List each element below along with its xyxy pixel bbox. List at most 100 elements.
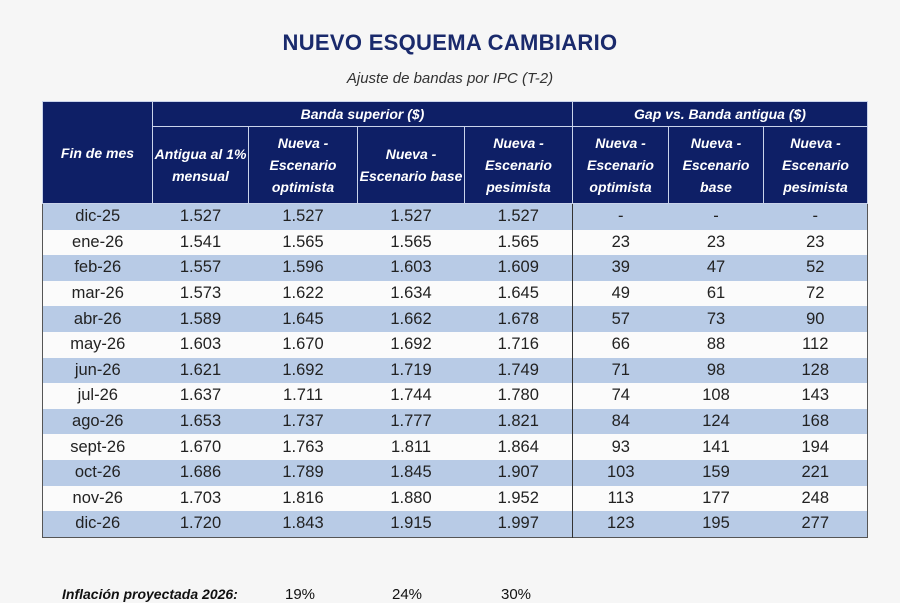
cell-month: sept-26 (42, 434, 153, 460)
cell-month: mar-26 (42, 280, 153, 307)
cell-value: 168 (763, 408, 868, 435)
cell-value: 1.749 (464, 357, 573, 384)
cell-value: 39 (572, 255, 669, 281)
cell-value: 1.603 (152, 331, 249, 358)
group-header-gap: Gap vs. Banda antigua ($) (572, 101, 869, 127)
cell-value: 112 (763, 331, 868, 358)
cell-value: 123 (572, 511, 669, 538)
cell-value: 1.565 (357, 229, 465, 256)
table-row: sept-26 1.670 1.763 1.811 1.864 93 141 194 (42, 434, 868, 460)
cell-value: 88 (668, 331, 764, 358)
footer-value-optimista: 19% (284, 586, 316, 603)
table-row: abr-26 1.589 1.645 1.662 1.678 57 73 90 (42, 306, 868, 332)
cell-value: 221 (763, 459, 868, 486)
cell-value: 1.565 (248, 229, 358, 256)
cell-value: 98 (668, 357, 764, 384)
cell-month: oct-26 (42, 459, 153, 486)
cell-value: 159 (668, 459, 764, 486)
table-row: ago-26 1.653 1.737 1.777 1.821 84 124 168 (42, 408, 868, 435)
table-row: may-26 1.603 1.670 1.692 1.716 66 88 112 (42, 331, 868, 358)
cell-value: 1.703 (152, 485, 249, 512)
cell-value: 1.609 (464, 255, 573, 281)
cell-value: 124 (668, 408, 764, 435)
cell-value: - (572, 203, 669, 230)
cell-value: 141 (668, 434, 764, 460)
table-row: dic-26 1.720 1.843 1.915 1.997 123 195 277 (42, 511, 868, 538)
cell-value: 1.573 (152, 280, 249, 307)
cell-value: 108 (668, 383, 764, 409)
cell-value: 1.845 (357, 459, 465, 486)
cell-value: 1.527 (152, 203, 249, 230)
cell-value: 23 (668, 229, 764, 256)
footer-value-base: 24% (391, 586, 423, 603)
cell-value: 1.816 (248, 485, 358, 512)
cell-value: 1.763 (248, 434, 358, 460)
col-header-gap-optimista: Nueva - Escenario optimista (572, 126, 670, 204)
header-month: Fin de mes (42, 101, 153, 204)
col-header-gap-pesimista: Nueva - Escenario pesimista (763, 126, 869, 204)
cell-value: 1.557 (152, 255, 249, 281)
cell-value: 1.527 (248, 203, 358, 230)
cell-value: 1.645 (464, 280, 573, 307)
cell-value: 1.720 (152, 511, 249, 538)
cell-value: 93 (572, 434, 669, 460)
cell-value: 1.565 (464, 229, 573, 256)
cell-month: jun-26 (42, 357, 153, 384)
cell-value: 1.744 (357, 383, 465, 409)
cell-value: 177 (668, 485, 764, 512)
cell-value: 1.737 (248, 408, 358, 435)
col-header-pesimista: Nueva - Escenario pesimista (463, 126, 574, 204)
cell-value: 1.789 (248, 459, 358, 486)
group-header-banda-superior: Banda superior ($) (151, 101, 574, 127)
cell-value: 1.686 (152, 459, 249, 486)
cell-value: 1.780 (464, 383, 573, 409)
cell-value: 194 (763, 434, 868, 460)
cell-value: 195 (668, 511, 764, 538)
table-row: jul-26 1.637 1.711 1.744 1.780 74 108 143 (42, 383, 868, 409)
cell-value: 61 (668, 280, 764, 307)
cell-value: 277 (763, 511, 868, 538)
cell-month: dic-26 (42, 511, 153, 538)
cell-month: may-26 (42, 331, 153, 358)
cell-value: 23 (572, 229, 669, 256)
cell-value: 1.621 (152, 357, 249, 384)
cell-value: 1.821 (464, 408, 573, 435)
cell-value: 1.716 (464, 331, 573, 358)
cell-value: 52 (763, 255, 868, 281)
cell-value: 1.880 (357, 485, 465, 512)
cell-value: 1.662 (357, 306, 465, 332)
cell-value: 1.527 (464, 203, 573, 230)
cell-value: 1.678 (464, 306, 573, 332)
table-row: ene-26 1.541 1.565 1.565 1.565 23 23 23 (42, 229, 868, 256)
cell-value: - (763, 203, 868, 230)
table-row: mar-26 1.573 1.622 1.634 1.645 49 61 72 (42, 280, 868, 307)
col-header-antigua: Antigua al 1% mensual (152, 126, 249, 204)
table-row: nov-26 1.703 1.816 1.880 1.952 113 177 248 (42, 485, 868, 512)
cell-value: 248 (763, 485, 868, 512)
cell-value: 1.692 (357, 331, 465, 358)
cell-value: 73 (668, 306, 764, 332)
footer-label: Inflación proyectada 2026: (62, 586, 238, 602)
cell-value: 1.670 (248, 331, 358, 358)
page-title: NUEVO ESQUEMA CAMBIARIO (282, 30, 618, 55)
cell-value: 1.843 (248, 511, 358, 538)
cell-value: 1.637 (152, 383, 249, 409)
col-header-gap-base: Nueva - Escenario base (668, 126, 765, 204)
cell-month: abr-26 (42, 306, 153, 332)
cell-value: 1.907 (464, 459, 573, 486)
cell-value: 84 (572, 408, 669, 435)
col-header-base: Nueva - Escenario base (357, 126, 465, 204)
cell-value: 128 (763, 357, 868, 384)
exchange-band-table: Fin de mes Banda superior ($) Gap vs. Ba… (42, 101, 869, 538)
cell-value: 1.527 (357, 203, 465, 230)
cell-month: dic-25 (42, 203, 153, 230)
table-row: oct-26 1.686 1.789 1.845 1.907 103 159 221 (42, 459, 868, 486)
cell-value: 1.622 (248, 280, 358, 307)
cell-value: 143 (763, 383, 868, 409)
cell-value: 90 (763, 306, 868, 332)
cell-value: 66 (572, 331, 669, 358)
cell-month: nov-26 (42, 485, 153, 512)
table-row: feb-26 1.557 1.596 1.603 1.609 39 47 52 (42, 255, 868, 281)
table-row: jun-26 1.621 1.692 1.719 1.749 71 98 128 (42, 357, 868, 384)
cell-value: 57 (572, 306, 669, 332)
